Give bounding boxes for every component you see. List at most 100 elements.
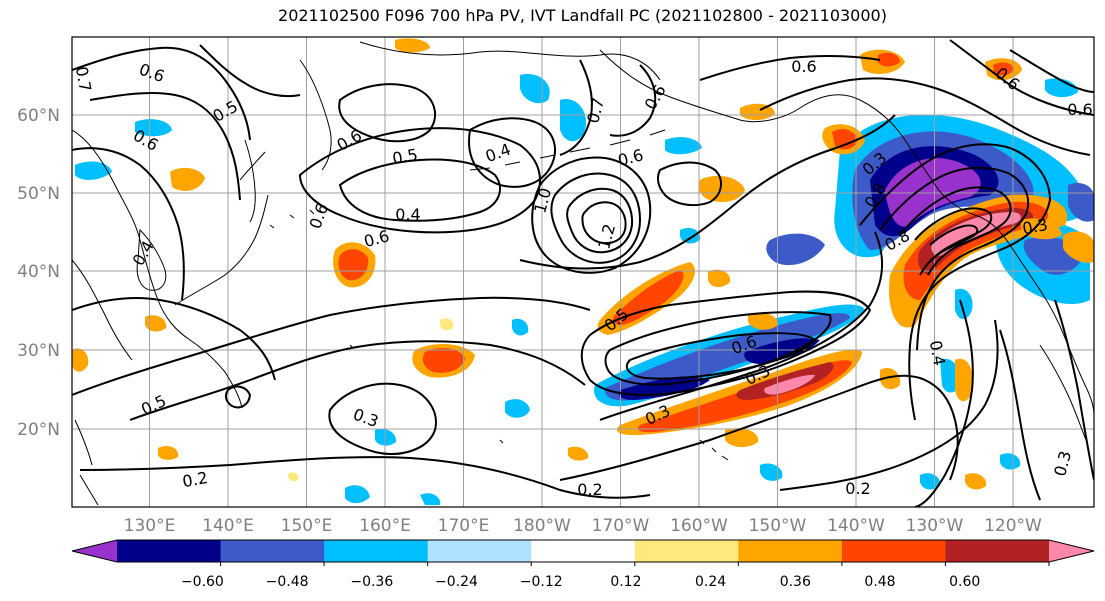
shading-blob	[420, 493, 441, 505]
colorbar-tick-label: 0.48	[864, 574, 895, 590]
coastline-asia-inner	[72, 259, 133, 361]
contour-line	[779, 319, 999, 491]
lon-label: 140°W	[827, 516, 885, 536]
map-title: 2021102500 F096 700 hPa PV, IVT Landfall…	[278, 6, 887, 25]
lat-label: 20°N	[17, 420, 60, 440]
lon-label: 170°E	[438, 516, 490, 536]
coastlines	[72, 41, 1094, 506]
contour-line	[859, 143, 1052, 421]
contour-line	[531, 156, 652, 274]
contour-line	[929, 224, 979, 263]
contour-line	[580, 290, 872, 396]
colorbar-segment	[738, 540, 843, 562]
contour-line	[625, 332, 817, 380]
lon-label: 170°W	[592, 516, 650, 536]
colorbar-tick-label: 0.24	[695, 574, 726, 590]
colorbar-tick-label: −0.60	[181, 574, 224, 590]
pc-shading-layer	[72, 38, 1094, 505]
shading-blob	[725, 428, 759, 448]
coastline-japan	[174, 151, 269, 306]
colorbar-segments	[72, 540, 1094, 562]
colorbar-tick-label: −0.36	[350, 574, 393, 590]
colorbar-extend-min	[72, 540, 117, 562]
contour-label: 0.7	[72, 65, 95, 93]
shading-blob	[878, 52, 900, 67]
colorbar-segment	[117, 540, 222, 562]
contour-line	[914, 299, 974, 507]
lon-label: 150°W	[749, 516, 807, 536]
shading-blob	[395, 38, 430, 53]
shading-blob	[158, 446, 179, 460]
shading-blob	[338, 249, 369, 281]
contour-line	[559, 374, 959, 481]
colorbar-segment	[531, 540, 636, 562]
shading-blob	[748, 312, 778, 330]
contour-line	[599, 231, 883, 421]
colorbar-extend-max	[1049, 540, 1094, 562]
contour-line	[699, 54, 881, 81]
shading-blob	[766, 233, 825, 266]
shading-blob	[512, 318, 529, 336]
shading-blob	[832, 129, 858, 150]
contour-line	[72, 46, 251, 141]
contour-line	[72, 147, 185, 301]
shading-blob	[613, 270, 684, 326]
lon-label: 180°W	[513, 516, 571, 536]
contour-line	[89, 91, 241, 201]
shading-blob	[955, 358, 974, 402]
contour-line	[468, 117, 556, 188]
colorbar-segment	[945, 540, 1050, 562]
contour-line	[1009, 49, 1094, 93]
contour-line	[199, 44, 301, 98]
shading-blob	[764, 374, 815, 395]
coastline-siberia-north	[359, 41, 661, 81]
colorbar-segment	[427, 540, 532, 562]
contour-line	[566, 187, 634, 254]
contour-line	[879, 166, 1030, 351]
coastline-aleutians	[469, 129, 666, 171]
shading-blob	[375, 428, 397, 446]
shading-blob	[955, 288, 973, 319]
lon-label: 150°E	[281, 516, 333, 536]
colorbar-tick-label: −0.48	[266, 574, 309, 590]
contour-line	[338, 158, 501, 222]
colorbar-ticks	[220, 562, 1050, 566]
shading-blob	[145, 315, 167, 332]
contour-line	[224, 385, 252, 409]
coastline-philippines	[74, 419, 99, 506]
shading-blob	[1000, 453, 1021, 470]
coastline-alaska	[599, 49, 936, 186]
coastline-na-west	[934, 184, 1094, 416]
lat-label: 30°N	[17, 341, 60, 361]
shading-blob	[744, 338, 820, 364]
lon-label: 130°E	[124, 516, 176, 536]
contour-label: 0.2	[577, 480, 602, 499]
shading-blob	[880, 367, 901, 390]
contour-label: 0.3	[1021, 215, 1049, 238]
contour-line	[519, 114, 896, 270]
contour-line	[609, 64, 657, 137]
contour-line	[338, 83, 436, 143]
colorbar-tick-label: 0.12	[610, 574, 641, 590]
contour-line	[581, 201, 627, 245]
lon-label: 140°E	[202, 516, 254, 536]
colorbar-tick-label: 0.36	[780, 574, 811, 590]
colorbar-tick-label: 0.60	[949, 574, 980, 590]
map-panel: 0.6 0.5 0.6 0.4 0.5 0.4 0.6 0.6 1.0 1.2 …	[71, 36, 1095, 508]
shading-blob	[993, 62, 1014, 76]
shading-blob	[422, 348, 465, 373]
shading-blob	[135, 119, 172, 137]
colorbar-segment	[841, 540, 946, 562]
shading-blob	[440, 318, 454, 331]
shading-blob	[560, 99, 586, 142]
shading-blob	[920, 473, 941, 490]
contour-line	[129, 340, 586, 421]
contour-line	[759, 77, 1091, 156]
contour-line	[899, 186, 1012, 276]
shading-blob	[170, 167, 205, 191]
coastline-sakhalin	[244, 139, 256, 223]
lat-label: 40°N	[17, 262, 60, 282]
contour-line	[72, 297, 276, 381]
contour-label: 0.4	[395, 205, 420, 224]
